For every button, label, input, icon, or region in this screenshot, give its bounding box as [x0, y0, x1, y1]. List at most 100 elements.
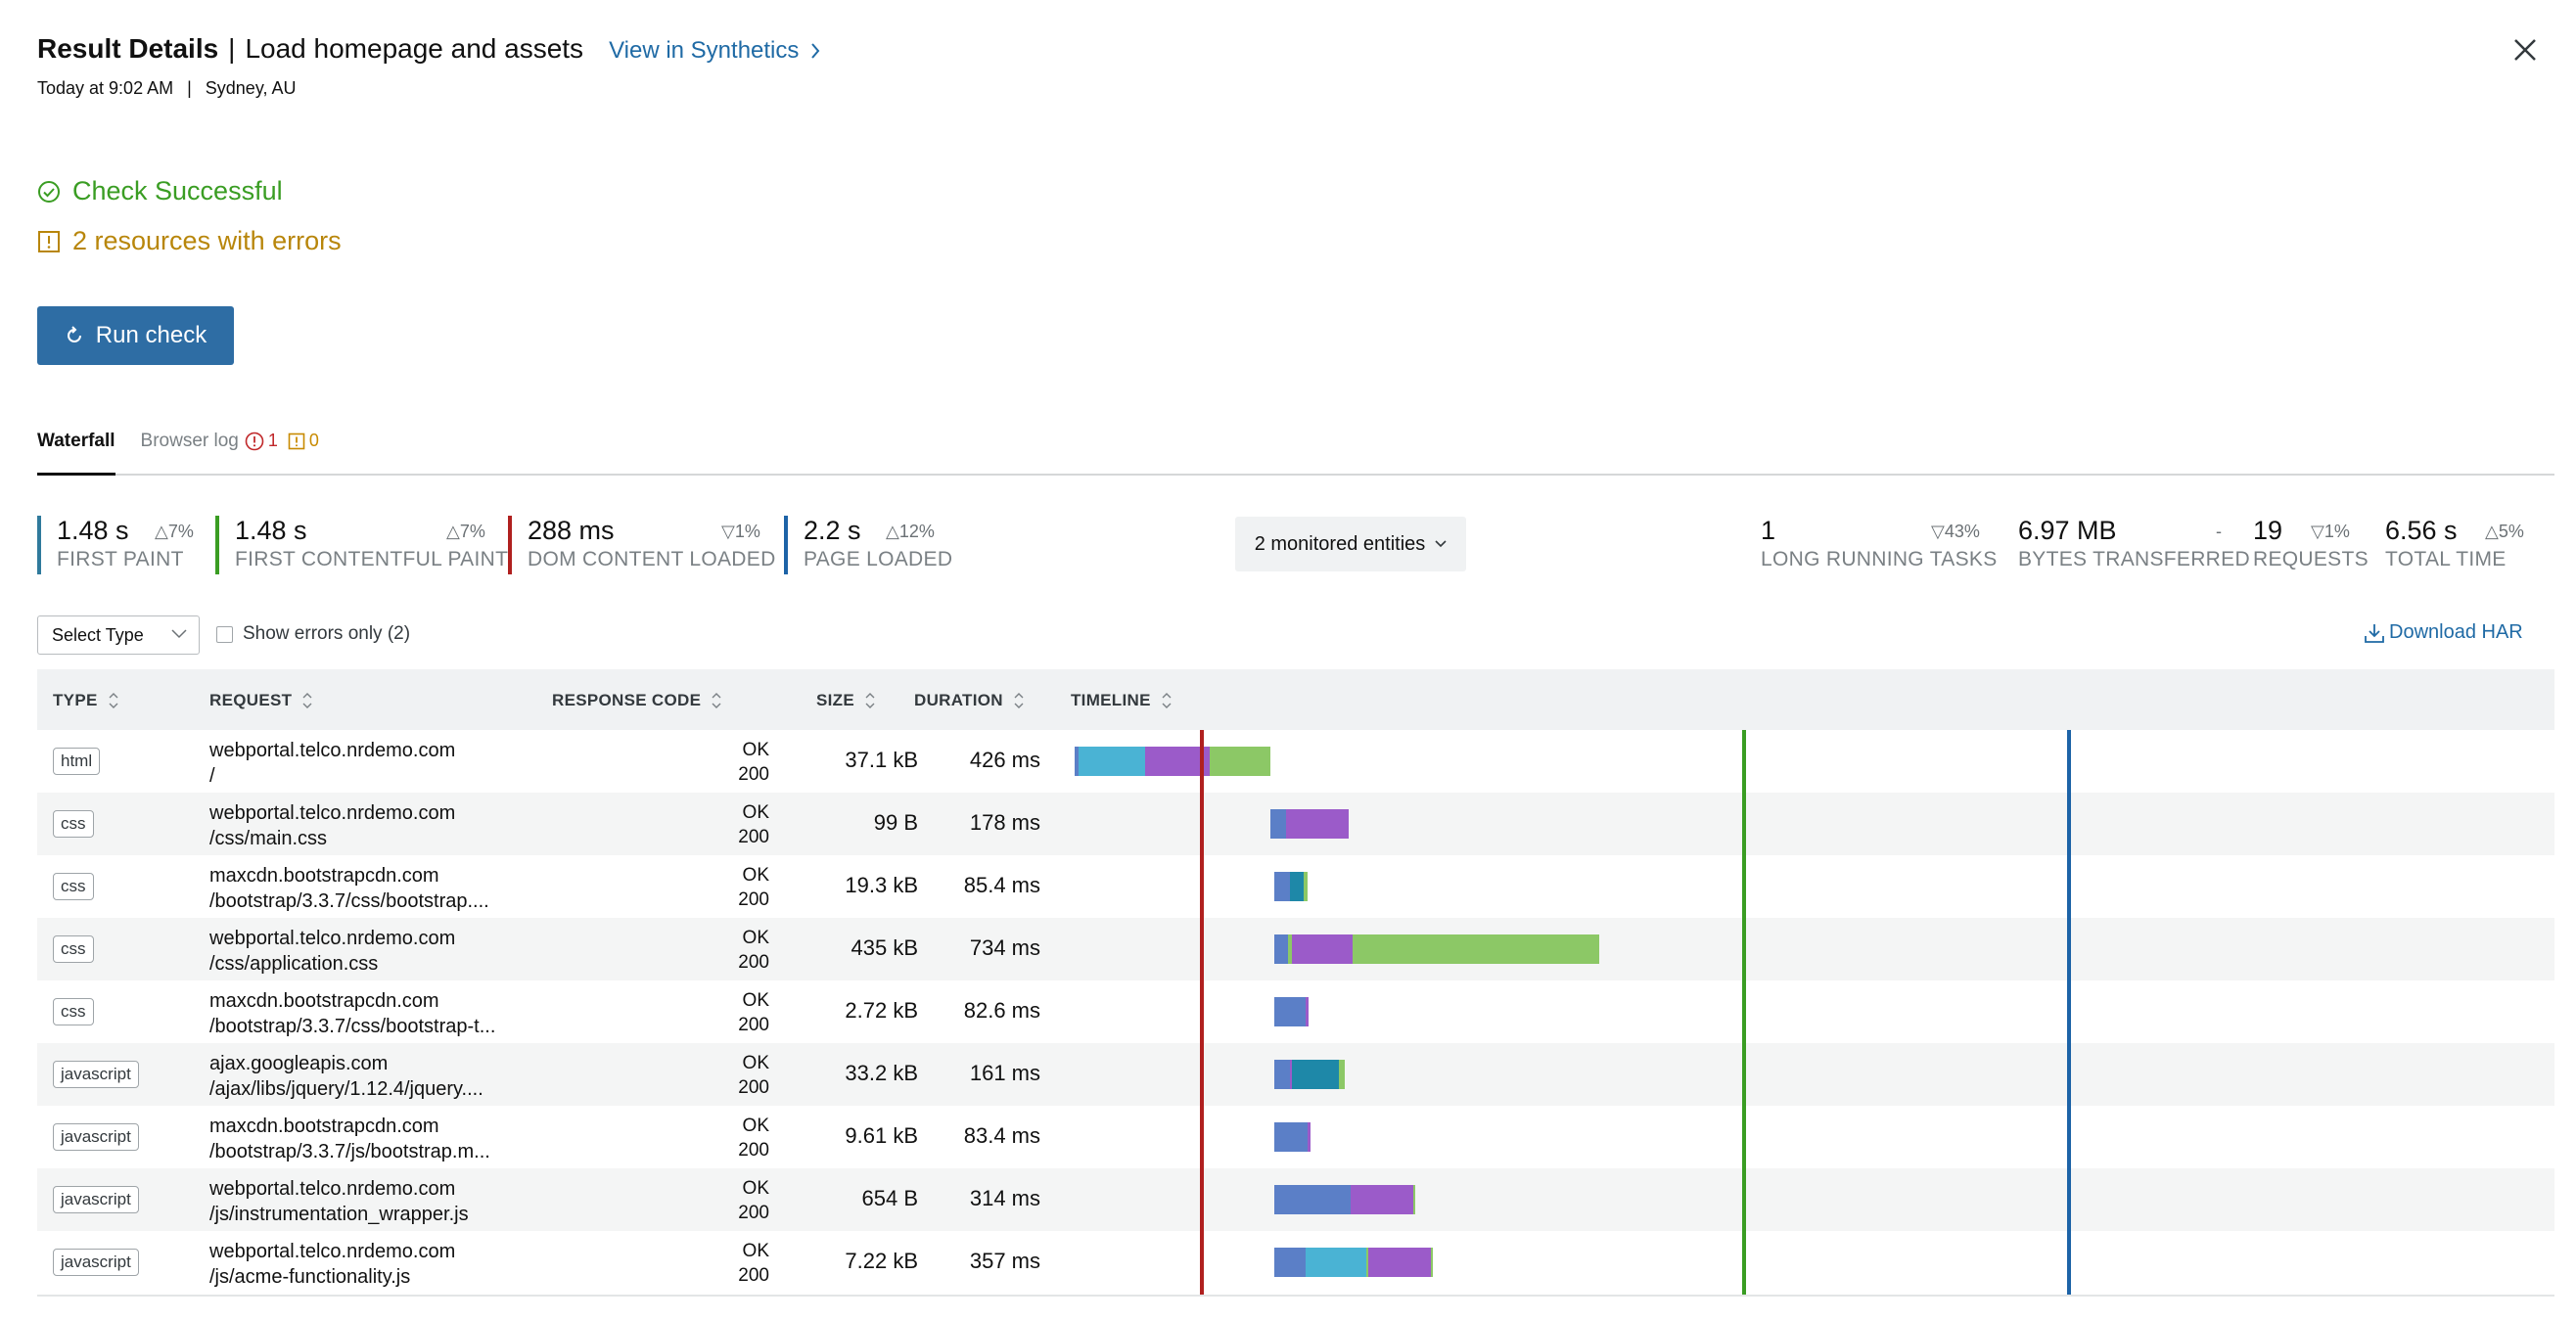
response-status: OK	[742, 1241, 769, 1261]
duration-cell: 734 ms	[969, 935, 1040, 960]
download-har-label: Download HAR	[2389, 621, 2523, 643]
request-cell[interactable]: maxcdn.bootstrapcdn.com/bootstrap/3.3.7/…	[209, 1114, 532, 1164]
size-cell: 9.61 kB	[845, 1123, 918, 1148]
duration-cell: 357 ms	[969, 1249, 1040, 1273]
request-cell[interactable]: webportal.telco.nrdemo.com/js/instrument…	[209, 1176, 532, 1227]
metric-value: 19	[2253, 516, 2283, 545]
show-errors-checkbox[interactable]	[216, 625, 233, 643]
timeline-segment-wait	[1368, 1248, 1431, 1277]
table-row[interactable]: javascript maxcdn.bootstrapcdn.com/bootst…	[37, 1106, 2554, 1168]
title-separator: |	[228, 33, 236, 64]
metric-delta: △12%	[886, 522, 935, 541]
run-check-button[interactable]: Run check	[37, 306, 234, 365]
table-row[interactable]: javascript ajax.googleapis.com/ajax/libs/…	[37, 1043, 2554, 1106]
table-row[interactable]: css webportal.telco.nrdemo.com/css/applic…	[37, 918, 2554, 980]
response-status: OK	[742, 990, 769, 1011]
table-row[interactable]: javascript webportal.telco.nrdemo.com/js/…	[37, 1231, 2554, 1294]
view-in-synthetics-link[interactable]: View in Synthetics	[609, 37, 820, 65]
timeline-segment-receive	[1210, 747, 1270, 776]
column-response-code[interactable]: RESPONSE CODE	[552, 691, 722, 710]
metric-label: DOM CONTENT LOADED	[528, 548, 776, 570]
timeline-segment-dns	[1306, 1248, 1366, 1277]
request-path: /css/main.css	[209, 828, 328, 849]
result-location: Sydney, AU	[205, 78, 297, 98]
column-type[interactable]: TYPE	[53, 691, 119, 710]
response-code-cell: OK 200	[671, 738, 769, 787]
run-check-label: Run check	[95, 322, 207, 348]
result-header: Result Details | Load homepage and asset…	[37, 33, 820, 99]
table-row[interactable]: javascript webportal.telco.nrdemo.com/js/…	[37, 1168, 2554, 1231]
request-cell[interactable]: ajax.googleapis.com/ajax/libs/jquery/1.1…	[209, 1051, 532, 1102]
metric-label: BYTES TRANSFERRED	[2018, 548, 2250, 570]
response-code: 200	[738, 1015, 769, 1035]
response-code-cell: OK 200	[671, 926, 769, 975]
response-code: 200	[738, 952, 769, 973]
table-row[interactable]: css maxcdn.bootstrapcdn.com/bootstrap/3.3…	[37, 855, 2554, 918]
sort-icon	[712, 693, 721, 708]
timeline-segment-dns	[1079, 747, 1145, 776]
duration-cell: 178 ms	[969, 810, 1040, 835]
resource-errors-status[interactable]: 2 resources with errors	[37, 226, 342, 256]
tab-browser-log-label: Browser log	[140, 431, 239, 451]
meta-separator: |	[187, 78, 192, 98]
request-cell[interactable]: maxcdn.bootstrapcdn.com/bootstrap/3.3.7/…	[209, 988, 532, 1039]
timeline-segment-blocked	[1274, 1060, 1290, 1089]
metric-total-time: 6.56 s △5% TOTAL TIME	[2385, 516, 2552, 571]
metric-page-loaded: 2.2 s △12% PAGE LOADED	[784, 516, 952, 574]
request-cell[interactable]: webportal.telco.nrdemo.com /	[209, 738, 532, 789]
request-host: maxcdn.bootstrapcdn.com	[209, 865, 439, 887]
response-code: 200	[738, 889, 769, 910]
request-cell[interactable]: webportal.telco.nrdemo.com/css/main.css	[209, 800, 532, 851]
metric-value: 2.2 s	[804, 516, 861, 545]
request-host: webportal.telco.nrdemo.com	[209, 1241, 456, 1262]
monitor-name: Load homepage and assets	[245, 33, 584, 64]
title-row: Result Details | Load homepage and asset…	[37, 33, 820, 65]
page-title: Result Details	[37, 33, 219, 64]
timeline-segment-wait	[1286, 809, 1349, 839]
table-row[interactable]: html webportal.telco.nrdemo.com / OK 200 37.1…	[37, 730, 2554, 793]
select-type-label: Select Type	[52, 624, 144, 645]
metric-first-contentful-paint: 1.48 s △7% FIRST CONTENTFUL PAINT	[215, 516, 508, 574]
download-har-link[interactable]: Download HAR	[2364, 621, 2523, 644]
request-host: maxcdn.bootstrapcdn.com	[209, 990, 439, 1012]
request-cell[interactable]: webportal.telco.nrdemo.com/css/applicati…	[209, 926, 532, 977]
page-loaded-marker	[2067, 730, 2071, 1296]
response-code-cell: OK 200	[671, 863, 769, 912]
timeline-segment-wait	[1292, 934, 1353, 964]
show-errors-only[interactable]: Show errors only (2)	[216, 623, 410, 645]
table-row[interactable]: css webportal.telco.nrdemo.com/css/main.c…	[37, 793, 2554, 855]
timeline-segment-blocked	[1274, 934, 1288, 964]
response-status: OK	[742, 740, 769, 760]
request-cell[interactable]: maxcdn.bootstrapcdn.com/bootstrap/3.3.7/…	[209, 863, 532, 914]
timeline-segment-receive	[1366, 1248, 1368, 1277]
response-code-cell: OK 200	[671, 1176, 769, 1225]
sort-icon	[1014, 693, 1024, 708]
timeline-segment-receive	[1413, 1185, 1415, 1214]
check-circle-icon	[38, 180, 60, 203]
column-timeline[interactable]: TIMELINE	[1071, 691, 1173, 710]
select-type-dropdown[interactable]: Select Type	[37, 615, 200, 655]
response-code: 200	[738, 1203, 769, 1223]
resource-type-tag: css	[53, 810, 94, 838]
close-icon[interactable]	[2510, 35, 2540, 65]
column-duration[interactable]: DURATION	[914, 691, 1025, 710]
tab-waterfall[interactable]: Waterfall	[37, 431, 115, 476]
table-bottom-border	[37, 1295, 2554, 1297]
warning-square-icon	[38, 230, 60, 252]
timeline-segment-wait	[1351, 1185, 1413, 1214]
request-host: webportal.telco.nrdemo.com	[209, 928, 456, 949]
column-request[interactable]: REQUEST	[209, 691, 313, 710]
column-size[interactable]: SIZE	[816, 691, 876, 710]
table-row[interactable]: css maxcdn.bootstrapcdn.com/bootstrap/3.3…	[37, 980, 2554, 1043]
timeline-segment-blocked	[1270, 809, 1286, 839]
tab-browser-log[interactable]: Browser log 1 0	[141, 431, 319, 474]
request-path: /js/acme-functionality.js	[209, 1266, 411, 1288]
request-cell[interactable]: webportal.telco.nrdemo.com/js/acme-funct…	[209, 1239, 532, 1290]
metric-label: TOTAL TIME	[2385, 548, 2507, 570]
table-header: TYPE REQUEST RESPONSE CODE SIZE DURATION…	[37, 669, 2554, 730]
timeline-segment-receive	[1288, 934, 1292, 964]
response-status: OK	[742, 1116, 769, 1136]
resource-type-tag: css	[53, 998, 94, 1025]
monitored-entities-dropdown[interactable]: 2 monitored entities	[1235, 517, 1466, 571]
metric-dom-content-loaded: 288 ms ▽1% DOM CONTENT LOADED	[508, 516, 776, 574]
